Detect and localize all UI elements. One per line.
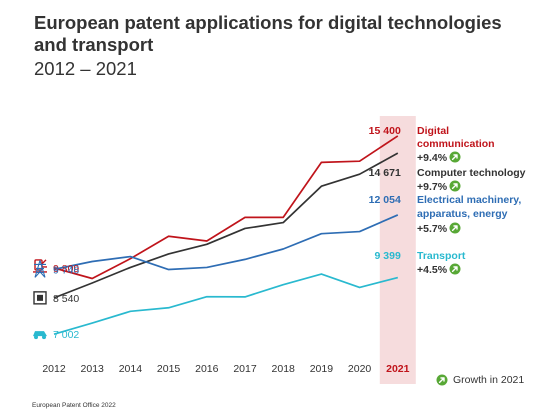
series-name-2-line-0: Electrical machinery,: [417, 194, 521, 206]
footer-source: European Patent Office 2022: [32, 402, 116, 409]
growth-legend: Growth in 2021: [436, 374, 524, 386]
series-start-label-2: 9 746: [53, 264, 79, 276]
x-tick-label-2019: 2019: [310, 363, 334, 375]
pylon-icon: [34, 292, 46, 304]
series-end-label-2: 12 054: [369, 194, 401, 206]
series-line-3: [54, 274, 398, 334]
series-name-1-line-0: Computer technology: [417, 167, 526, 179]
x-tick-label-2021: 2021: [386, 363, 410, 375]
x-tick-label-2012: 2012: [42, 363, 66, 375]
series-name-3-line-0: Transport: [417, 250, 466, 262]
series-end-label-0: 15 400: [369, 125, 401, 137]
x-tick-label-2015: 2015: [157, 363, 181, 375]
series-line-2: [54, 215, 398, 270]
series-name-2-line-1: apparatus, energy: [417, 208, 508, 220]
up-arrow-icon: [450, 264, 461, 275]
series-end-label-3: 9 399: [375, 250, 401, 262]
x-tick-label-2013: 2013: [81, 363, 105, 375]
series-line-1: [54, 153, 398, 298]
series-name-0-line-0: Digital: [417, 125, 449, 137]
series-start-label-1: 8 540: [53, 293, 79, 305]
x-tick-label-2018: 2018: [272, 363, 296, 375]
series-line-0: [54, 136, 398, 279]
up-arrow-icon: [436, 374, 448, 386]
x-tick-label-2017: 2017: [233, 363, 257, 375]
series-growth-1: +9.7%: [417, 181, 448, 193]
up-arrow-icon: [450, 152, 461, 163]
series-name-0-line-1: communication: [417, 138, 495, 150]
x-tick-label-2014: 2014: [119, 363, 143, 375]
series-growth-3: +4.5%: [417, 264, 448, 276]
series-start-label-3: 7 002: [53, 329, 79, 341]
up-arrow-icon: [450, 181, 461, 192]
growth-legend-label: Growth in 2021: [453, 374, 524, 386]
x-tick-label-2016: 2016: [195, 363, 219, 375]
up-arrow-icon: [450, 223, 461, 234]
series-end-label-1: 14 671: [369, 167, 401, 179]
series-growth-0: +9.4%: [417, 152, 448, 164]
x-tick-label-2020: 2020: [348, 363, 372, 375]
chip-icon: [34, 260, 46, 277]
series-growth-2: +5.7%: [417, 223, 448, 235]
car-icon: [33, 331, 47, 339]
